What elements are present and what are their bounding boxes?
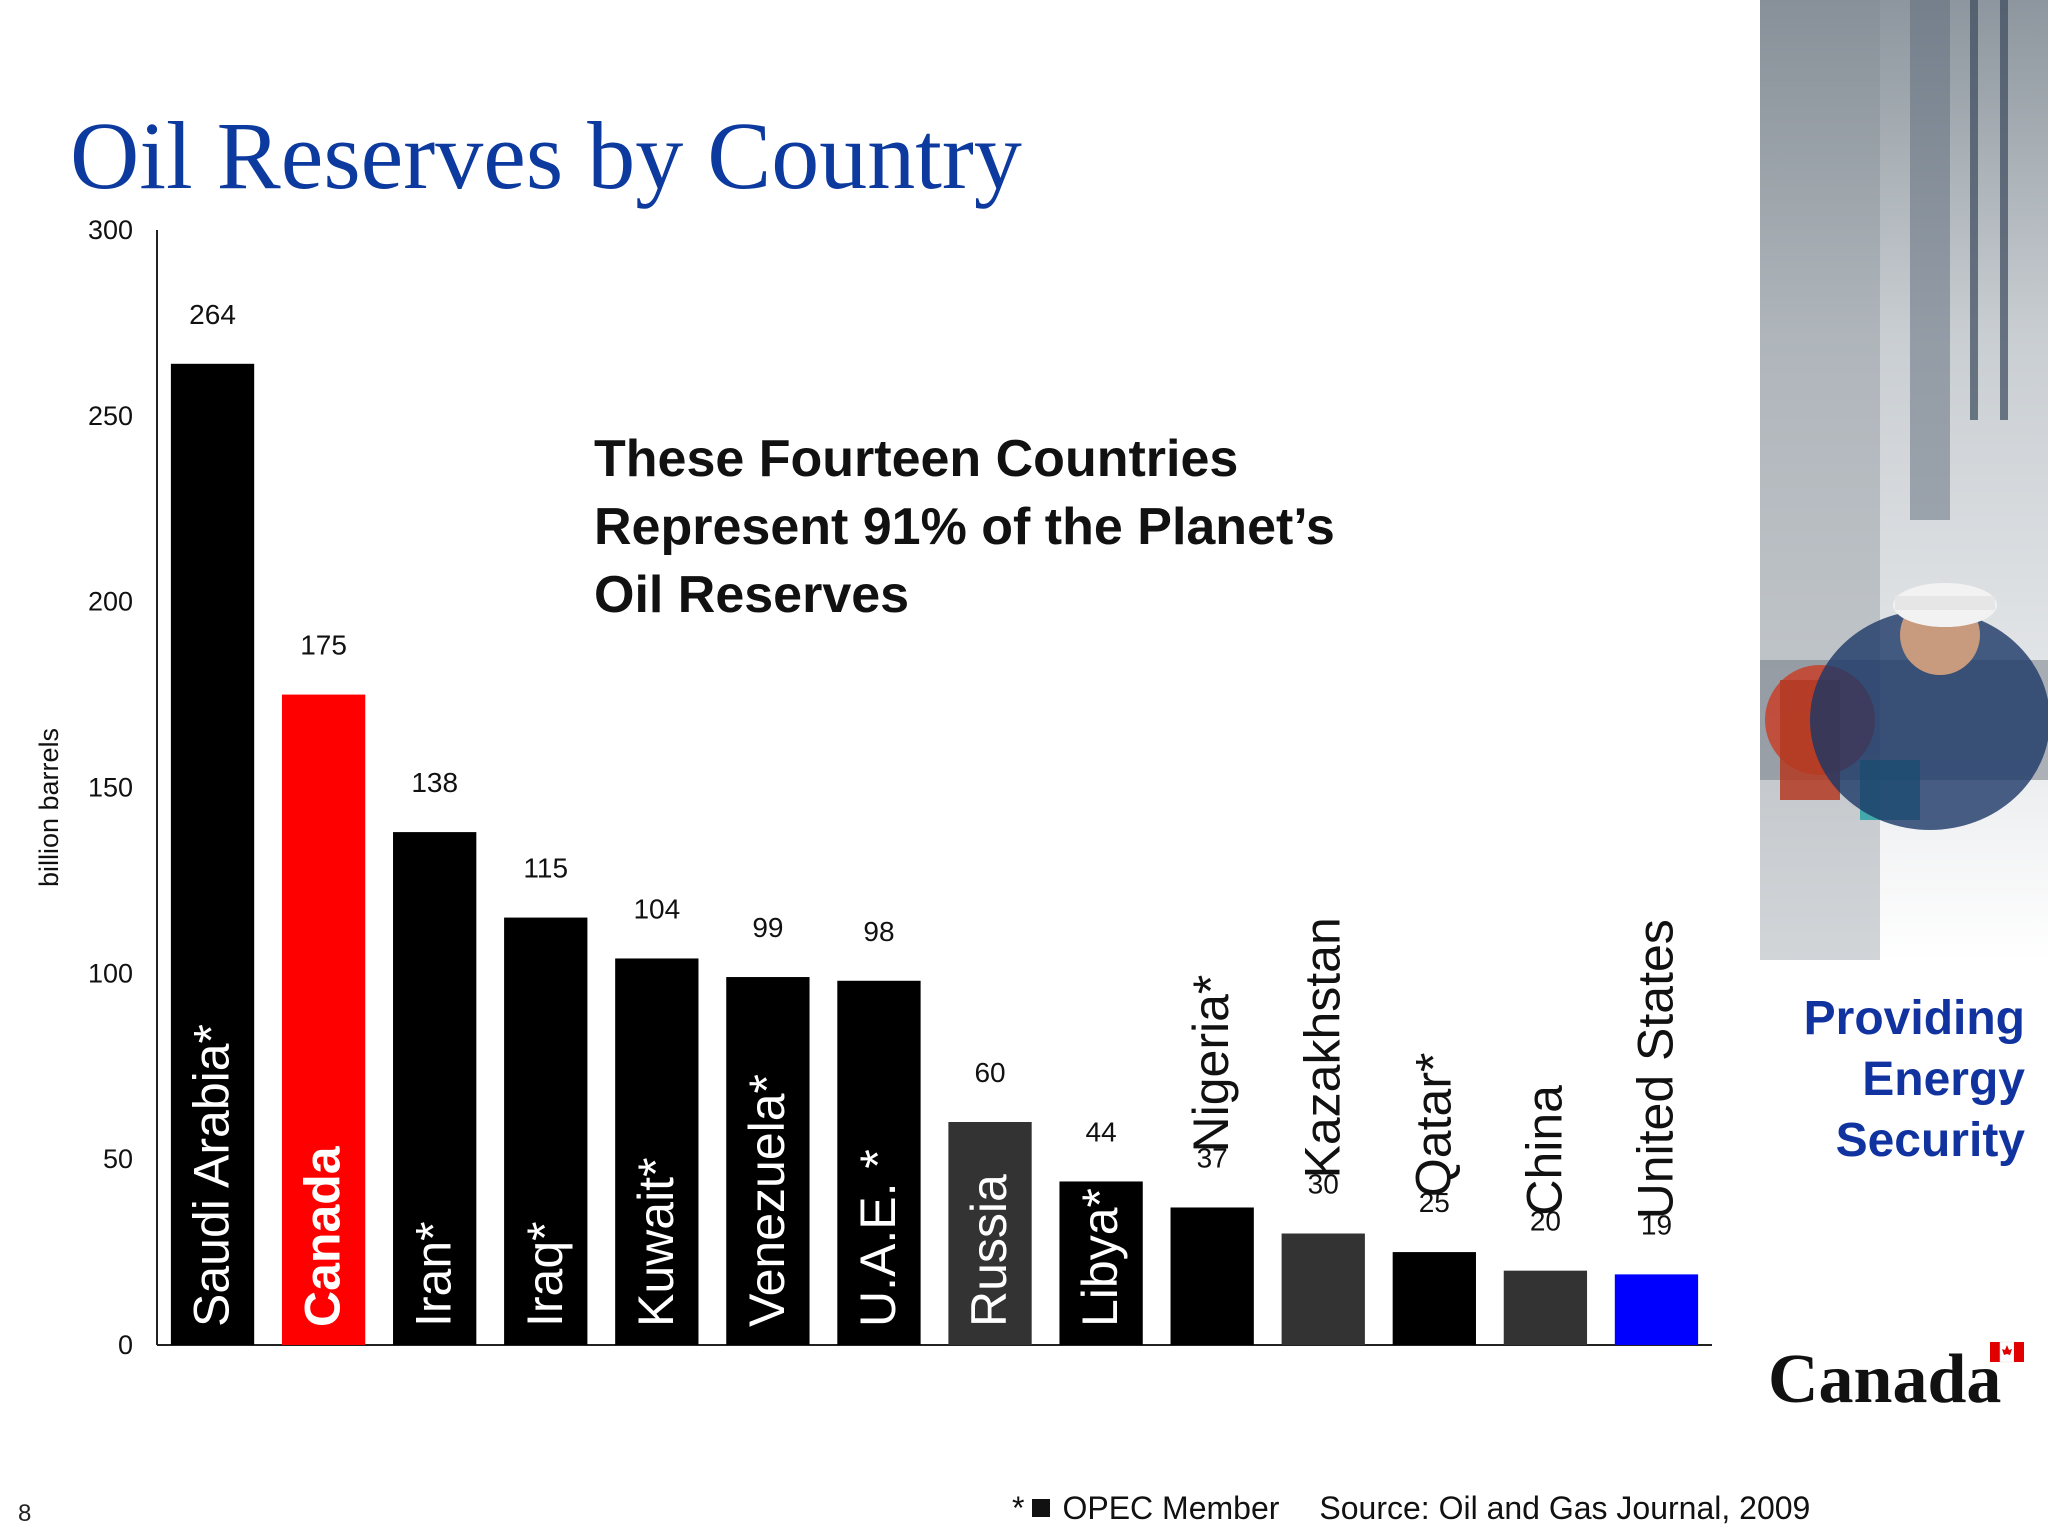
category-label: Libya* [1072, 1188, 1128, 1327]
value-label: 30 [1308, 1169, 1339, 1200]
category-label: U.A.E. * [850, 1149, 906, 1327]
footer-note: * OPEC Member Source: Oil and Gas Journal,… [1012, 1490, 1810, 1527]
bar [615, 958, 699, 1345]
bar [1614, 1274, 1699, 1345]
category-label: Kuwait* [628, 1157, 684, 1327]
bar [393, 832, 477, 1345]
bar [1392, 1252, 1476, 1345]
category-label: Venezuela* [739, 1074, 795, 1327]
worker-photo [1760, 0, 2048, 960]
category-label: United States [1627, 919, 1683, 1219]
value-label: 20 [1530, 1206, 1561, 1237]
value-label: 25 [1419, 1187, 1450, 1218]
slogan-line: Security [1835, 1114, 2025, 1167]
legend-label: OPEC Member [1062, 1490, 1280, 1526]
bar [1503, 1270, 1588, 1345]
value-label: 115 [523, 853, 568, 884]
bar [948, 1122, 1032, 1345]
bar [170, 363, 255, 1345]
callout-text: These Fourteen Countries Represent 91% o… [594, 425, 1454, 629]
slide-title: Oil Reserves by Country [70, 102, 1022, 209]
source-note: Source: Oil and Gas Journal, 2009 [1319, 1490, 1811, 1526]
bar [726, 977, 810, 1345]
value-label: 99 [752, 912, 783, 943]
slogan-line: Providing [1803, 992, 2025, 1045]
slogan-line: Energy [1862, 1053, 2025, 1106]
y-tick-label: 0 [118, 1330, 133, 1360]
y-axis-label: billion barrels [34, 728, 64, 887]
bar [837, 980, 921, 1345]
legend-asterisk: * [1012, 1490, 1025, 1526]
callout-line: Represent 91% of the Planet’s [594, 498, 1335, 556]
page-number: 8 [18, 1500, 32, 1527]
y-tick-label: 300 [88, 215, 133, 245]
value-label: 175 [300, 630, 347, 661]
bar [1170, 1207, 1254, 1345]
canada-wordmark-logo: Canada [1768, 1341, 2024, 1410]
category-label: China [1516, 1085, 1572, 1216]
value-label: 19 [1641, 1209, 1672, 1240]
bar [1059, 1181, 1143, 1345]
y-tick-label: 50 [103, 1144, 133, 1174]
side-slogan: Providing Energy Security [1760, 988, 2025, 1171]
category-label: Qatar* [1405, 1053, 1461, 1198]
y-tick-label: 100 [88, 958, 133, 988]
y-tick-label: 250 [88, 401, 133, 431]
value-label: 264 [189, 299, 236, 330]
category-label: Iran* [406, 1221, 462, 1327]
legend-square-icon [1032, 1499, 1051, 1517]
value-label: 104 [633, 893, 680, 924]
value-label: 138 [411, 767, 458, 798]
callout-line: These Fourteen Countries [594, 430, 1239, 488]
y-tick-label: 200 [88, 587, 133, 617]
category-label: Saudi Arabia* [184, 1024, 240, 1327]
logo-text: Canada [1768, 1341, 2001, 1410]
value-label: 37 [1197, 1142, 1228, 1173]
category-label: Nigeria* [1183, 975, 1239, 1153]
value-label: 60 [974, 1057, 1005, 1088]
callout-line: Oil Reserves [594, 566, 910, 624]
bar [281, 694, 366, 1345]
bar [1281, 1233, 1365, 1345]
category-label: Iraq* [517, 1221, 573, 1327]
y-tick-label: 150 [88, 773, 133, 803]
category-label: Canada [295, 1145, 351, 1327]
value-label: 44 [1086, 1116, 1117, 1147]
bar [504, 917, 588, 1345]
category-label: Kazakhstan [1294, 917, 1350, 1178]
category-label: Russia [961, 1174, 1017, 1327]
value-label: 98 [863, 916, 894, 947]
